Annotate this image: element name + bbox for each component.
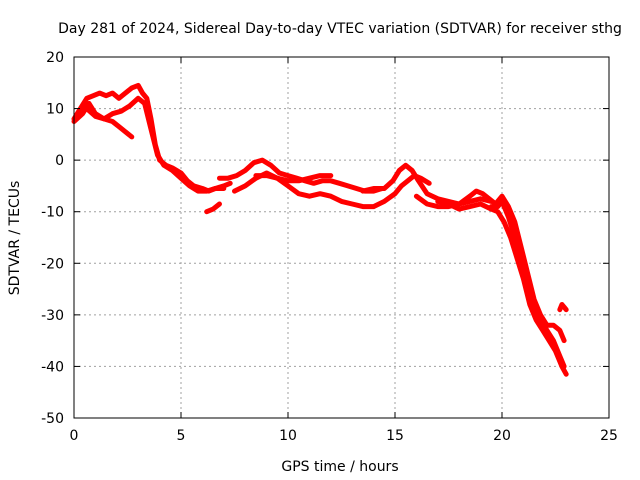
y-tick-label: -30 — [41, 308, 64, 324]
series-line-12 — [557, 302, 569, 313]
x-tick-label: 15 — [386, 428, 404, 444]
series-line-3 — [84, 106, 135, 140]
y-tick-label: 0 — [55, 153, 64, 169]
series-line-8 — [360, 162, 494, 207]
y-axis-label: SDTVAR / TECUs — [7, 181, 23, 296]
y-tick-label: 20 — [46, 50, 64, 66]
series-line-1 — [71, 82, 233, 194]
plot-frame — [73, 56, 610, 419]
grid-lines — [74, 57, 609, 418]
y-tick-label: -10 — [41, 205, 64, 221]
series-line-4 — [204, 201, 222, 215]
x-tick-label: 10 — [279, 428, 297, 444]
series-line-7 — [253, 173, 334, 184]
x-tick-label: 5 — [177, 428, 186, 444]
y-tick-label: 10 — [46, 102, 64, 118]
y-tick-label: -50 — [41, 411, 64, 427]
x-axis-label: GPS time / hours — [281, 459, 398, 475]
series-layer — [71, 82, 569, 377]
x-tick-label: 20 — [493, 428, 511, 444]
y-tick-label: -20 — [41, 256, 64, 272]
series-line-11 — [488, 198, 567, 369]
x-tick-label: 0 — [70, 428, 79, 444]
series-line-2 — [71, 95, 227, 194]
chart-title: Day 281 of 2024, Sidereal Day-to-day VTE… — [58, 21, 622, 37]
y-tick-label: -40 — [41, 359, 64, 375]
x-tick-label: 25 — [600, 428, 618, 444]
series-line-10 — [435, 198, 569, 377]
axis-ticks: 0 5 10 15 20 25 -50 -40 -30 -20 -10 0 10 20 — [41, 50, 618, 444]
